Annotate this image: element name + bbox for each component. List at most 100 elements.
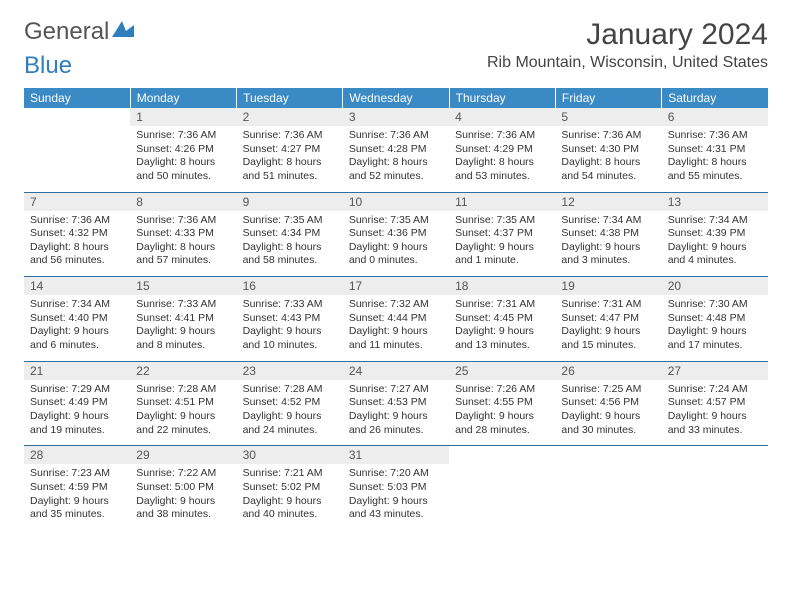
day-cell: 21Sunrise: 7:29 AMSunset: 4:49 PMDayligh…	[24, 361, 130, 446]
day-cell: 28Sunrise: 7:23 AMSunset: 4:59 PMDayligh…	[24, 446, 130, 530]
calendar-body: ..... 1Sunrise: 7:36 AMSunset: 4:26 PMDay…	[24, 108, 768, 530]
logo: General	[24, 18, 134, 46]
day-number: 4	[449, 108, 555, 126]
day-cell: 22Sunrise: 7:28 AMSunset: 4:51 PMDayligh…	[130, 361, 236, 446]
day-data: Sunrise: 7:27 AMSunset: 4:53 PMDaylight:…	[343, 380, 449, 446]
dow-header: Tuesday	[237, 88, 343, 108]
day-cell: 8Sunrise: 7:36 AMSunset: 4:33 PMDaylight…	[130, 192, 236, 277]
day-number: 17	[343, 277, 449, 295]
day-number: 26	[555, 362, 661, 380]
day-number: 3	[343, 108, 449, 126]
dow-header: Wednesday	[343, 88, 449, 108]
day-cell: 17Sunrise: 7:32 AMSunset: 4:44 PMDayligh…	[343, 277, 449, 362]
title-block: January 2024 Rib Mountain, Wisconsin, Un…	[487, 18, 768, 72]
day-data: Sunrise: 7:32 AMSunset: 4:44 PMDaylight:…	[343, 295, 449, 361]
day-number: 11	[449, 193, 555, 211]
day-cell: 31Sunrise: 7:20 AMSunset: 5:03 PMDayligh…	[343, 446, 449, 530]
dow-header: Monday	[130, 88, 236, 108]
day-data: Sunrise: 7:36 AMSunset: 4:30 PMDaylight:…	[555, 126, 661, 192]
day-cell: 18Sunrise: 7:31 AMSunset: 4:45 PMDayligh…	[449, 277, 555, 362]
day-number: 18	[449, 277, 555, 295]
day-cell: 2Sunrise: 7:36 AMSunset: 4:27 PMDaylight…	[237, 108, 343, 192]
day-number: 19	[555, 277, 661, 295]
day-data: Sunrise: 7:26 AMSunset: 4:55 PMDaylight:…	[449, 380, 555, 446]
week-row: 21Sunrise: 7:29 AMSunset: 4:49 PMDayligh…	[24, 361, 768, 446]
day-data: Sunrise: 7:22 AMSunset: 5:00 PMDaylight:…	[130, 464, 236, 530]
day-number: 12	[555, 193, 661, 211]
day-data: Sunrise: 7:23 AMSunset: 4:59 PMDaylight:…	[24, 464, 130, 530]
day-number: 8	[130, 193, 236, 211]
day-data: Sunrise: 7:28 AMSunset: 4:51 PMDaylight:…	[130, 380, 236, 446]
day-number: 6	[662, 108, 768, 126]
logo-mark-icon	[112, 16, 134, 44]
day-data: Sunrise: 7:29 AMSunset: 4:49 PMDaylight:…	[24, 380, 130, 446]
day-number: 13	[662, 193, 768, 211]
calendar-table: SundayMondayTuesdayWednesdayThursdayFrid…	[24, 88, 768, 530]
dow-header: Thursday	[449, 88, 555, 108]
day-number: 15	[130, 277, 236, 295]
day-data: Sunrise: 7:28 AMSunset: 4:52 PMDaylight:…	[237, 380, 343, 446]
day-cell: 16Sunrise: 7:33 AMSunset: 4:43 PMDayligh…	[237, 277, 343, 362]
day-cell: 14Sunrise: 7:34 AMSunset: 4:40 PMDayligh…	[24, 277, 130, 362]
dow-header: Sunday	[24, 88, 130, 108]
day-number: 24	[343, 362, 449, 380]
day-number: 29	[130, 446, 236, 464]
day-cell: 20Sunrise: 7:30 AMSunset: 4:48 PMDayligh…	[662, 277, 768, 362]
day-number: 22	[130, 362, 236, 380]
day-data: Sunrise: 7:30 AMSunset: 4:48 PMDaylight:…	[662, 295, 768, 361]
day-number: 31	[343, 446, 449, 464]
day-data: Sunrise: 7:34 AMSunset: 4:38 PMDaylight:…	[555, 211, 661, 277]
day-number: 21	[24, 362, 130, 380]
day-cell: 11Sunrise: 7:35 AMSunset: 4:37 PMDayligh…	[449, 192, 555, 277]
day-number: 27	[662, 362, 768, 380]
week-row: 28Sunrise: 7:23 AMSunset: 4:59 PMDayligh…	[24, 446, 768, 530]
day-number: 9	[237, 193, 343, 211]
week-row: 14Sunrise: 7:34 AMSunset: 4:40 PMDayligh…	[24, 277, 768, 362]
day-cell: 6Sunrise: 7:36 AMSunset: 4:31 PMDaylight…	[662, 108, 768, 192]
day-data: Sunrise: 7:25 AMSunset: 4:56 PMDaylight:…	[555, 380, 661, 446]
logo-text-general: General	[24, 18, 109, 46]
day-number: 5	[555, 108, 661, 126]
week-row: .....1Sunrise: 7:36 AMSunset: 4:26 PMDay…	[24, 108, 768, 192]
day-data: Sunrise: 7:33 AMSunset: 4:41 PMDaylight:…	[130, 295, 236, 361]
day-of-week-row: SundayMondayTuesdayWednesdayThursdayFrid…	[24, 88, 768, 108]
day-cell: 24Sunrise: 7:27 AMSunset: 4:53 PMDayligh…	[343, 361, 449, 446]
day-data: Sunrise: 7:35 AMSunset: 4:37 PMDaylight:…	[449, 211, 555, 277]
day-number: 20	[662, 277, 768, 295]
dow-header: Friday	[555, 88, 661, 108]
day-cell: 5Sunrise: 7:36 AMSunset: 4:30 PMDaylight…	[555, 108, 661, 192]
day-number: 7	[24, 193, 130, 211]
day-number: 10	[343, 193, 449, 211]
day-cell: 25Sunrise: 7:26 AMSunset: 4:55 PMDayligh…	[449, 361, 555, 446]
day-data: Sunrise: 7:36 AMSunset: 4:32 PMDaylight:…	[24, 211, 130, 277]
day-data: Sunrise: 7:34 AMSunset: 4:40 PMDaylight:…	[24, 295, 130, 361]
day-cell: .....	[555, 446, 661, 530]
day-cell: 13Sunrise: 7:34 AMSunset: 4:39 PMDayligh…	[662, 192, 768, 277]
day-number: 23	[237, 362, 343, 380]
logo-text-blue: Blue	[24, 52, 72, 80]
day-cell: .....	[449, 446, 555, 530]
day-number: 30	[237, 446, 343, 464]
day-cell: 4Sunrise: 7:36 AMSunset: 4:29 PMDaylight…	[449, 108, 555, 192]
day-cell: 7Sunrise: 7:36 AMSunset: 4:32 PMDaylight…	[24, 192, 130, 277]
day-cell: 1Sunrise: 7:36 AMSunset: 4:26 PMDaylight…	[130, 108, 236, 192]
day-cell: 27Sunrise: 7:24 AMSunset: 4:57 PMDayligh…	[662, 361, 768, 446]
day-cell: 9Sunrise: 7:35 AMSunset: 4:34 PMDaylight…	[237, 192, 343, 277]
location-text: Rib Mountain, Wisconsin, United States	[487, 54, 768, 72]
day-data: Sunrise: 7:31 AMSunset: 4:45 PMDaylight:…	[449, 295, 555, 361]
day-cell: 26Sunrise: 7:25 AMSunset: 4:56 PMDayligh…	[555, 361, 661, 446]
day-data: Sunrise: 7:33 AMSunset: 4:43 PMDaylight:…	[237, 295, 343, 361]
day-cell: 30Sunrise: 7:21 AMSunset: 5:02 PMDayligh…	[237, 446, 343, 530]
day-cell: 23Sunrise: 7:28 AMSunset: 4:52 PMDayligh…	[237, 361, 343, 446]
day-number: 28	[24, 446, 130, 464]
day-number: 2	[237, 108, 343, 126]
day-data: Sunrise: 7:35 AMSunset: 4:34 PMDaylight:…	[237, 211, 343, 277]
day-cell: 19Sunrise: 7:31 AMSunset: 4:47 PMDayligh…	[555, 277, 661, 362]
day-data: Sunrise: 7:34 AMSunset: 4:39 PMDaylight:…	[662, 211, 768, 277]
day-cell: 10Sunrise: 7:35 AMSunset: 4:36 PMDayligh…	[343, 192, 449, 277]
day-cell: 3Sunrise: 7:36 AMSunset: 4:28 PMDaylight…	[343, 108, 449, 192]
day-cell: .....	[662, 446, 768, 530]
day-data: Sunrise: 7:31 AMSunset: 4:47 PMDaylight:…	[555, 295, 661, 361]
day-data: Sunrise: 7:36 AMSunset: 4:28 PMDaylight:…	[343, 126, 449, 192]
day-data: Sunrise: 7:36 AMSunset: 4:26 PMDaylight:…	[130, 126, 236, 192]
